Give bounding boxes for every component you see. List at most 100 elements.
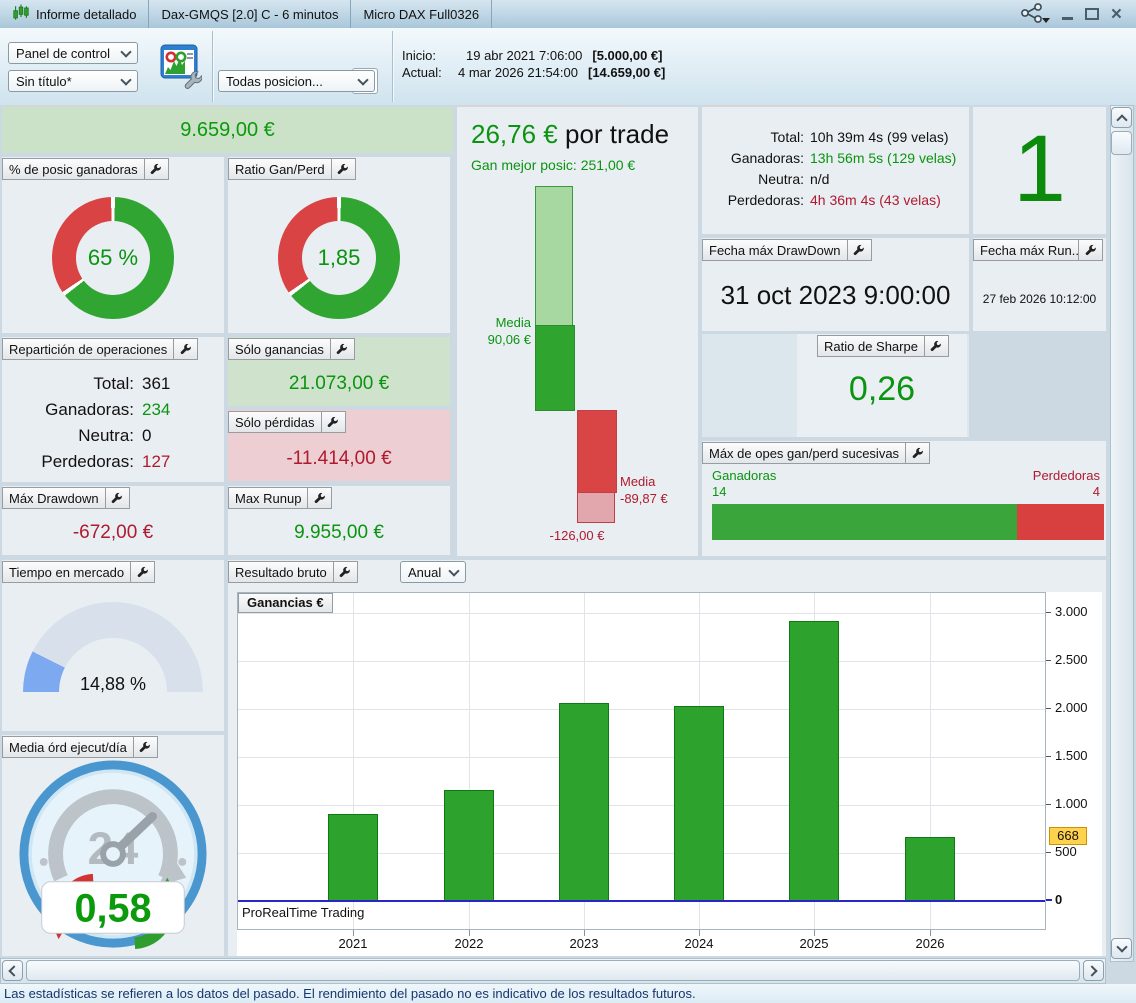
bar-2021 [328,814,378,901]
net-result-panel: 9.659,00 € [2,107,453,153]
toolbar: Panel de control Sin título* Dax-GMQS [2… [0,28,1136,105]
wrench-icon [139,741,151,753]
scroll-down-button[interactable] [1111,938,1132,959]
time-in-market-settings-button[interactable] [131,561,155,583]
wrench-icon [137,566,149,578]
horizontal-scroll-thumb[interactable] [26,960,1080,981]
wrench-icon [314,492,326,504]
max-runup-date-header[interactable]: Fecha máx Run... [973,239,1079,261]
max-drawdown-date-header[interactable]: Fecha máx DrawDown [702,239,848,261]
avg-gain-label: Media90,06 € [459,314,531,348]
tab-label: Dax-GMQS [2.0] C - 6 minutos [161,7,338,22]
gross-result-header[interactable]: Resultado bruto [228,561,334,583]
sharpe-settings-button[interactable] [925,335,949,357]
max-drawdown-settings-button[interactable] [106,487,130,509]
avg-orders-header[interactable]: Media órd ejecut/día [2,736,134,758]
avg-orders-settings-button[interactable] [134,736,158,758]
ratio-settings-button[interactable] [332,158,356,180]
time-in-market-panel: 14,88 % [2,560,224,731]
share-button[interactable] [1020,3,1050,25]
gross-result-settings-button[interactable] [334,561,358,583]
y-axis-label: 500 [1055,844,1077,860]
consecutive-ops-settings-button[interactable] [906,442,930,464]
tab-instrument[interactable]: Micro DAX Full0326 [351,0,492,28]
close-button[interactable]: × [1111,5,1122,24]
trade-distribution-settings-button[interactable] [174,338,198,360]
actual-row: Actual: 4 mar 2026 21:54:00 [14.659,00 €… [402,65,665,80]
scroll-right-button[interactable] [1083,960,1104,981]
candlestick-icon [12,4,30,24]
time-in-market-header[interactable]: Tiempo en mercado [2,561,131,583]
worst-trade-label: -126,00 € [527,528,627,543]
vertical-scrollbar[interactable] [1110,105,1134,962]
chart-y-axis: 05001.0001.5002.0002.5003.000668 [1046,592,1102,956]
wrench-icon [180,343,192,355]
gains-only-settings-button[interactable] [331,338,355,360]
y-axis-label: 3.000 [1055,604,1088,620]
share-caret-icon [1042,18,1050,23]
gains-only-value: 21.073,00 € [228,373,450,395]
maximize-button[interactable] [1085,8,1099,20]
max-runup-date-settings-button[interactable] [1079,239,1103,261]
close-icon: × [1111,5,1122,24]
chevron-down-icon [1116,941,1127,952]
panel-control-value: Panel de control [16,46,110,61]
best-trade-label: Gan mejor posic: 251,00 € [471,157,635,173]
max-runup-date-value: 27 feb 2026 10:12:00 [973,292,1106,306]
tab-strategy[interactable]: Dax-GMQS [2.0] C - 6 minutos [149,0,351,28]
chevron-up-icon [1116,114,1127,125]
current-value-marker: 668 [1049,827,1087,845]
sharpe-header[interactable]: Ratio de Sharpe [817,335,925,357]
template-value: Sin título* [16,74,72,89]
panel-control-select[interactable]: Panel de control [8,42,138,64]
y-axis-label: 0 [1055,892,1062,908]
max-drawdown-date-settings-button[interactable] [848,239,872,261]
chevron-down-icon [357,74,368,85]
positions-select[interactable]: Todas posicion... [218,70,375,92]
chevron-left-icon [8,965,19,976]
vertical-scroll-thumb[interactable] [1111,131,1132,155]
max-drawdown-header[interactable]: Máx Drawdown [2,487,106,509]
chevron-down-icon [120,46,131,57]
time-stats-panel: Total:10h 39m 4s (99 velas)Ganadoras:13h… [702,107,969,234]
status-text: Las estadísticas se refieren a los datos… [0,986,696,1001]
bar-2022 [444,790,494,901]
losses-only-settings-button[interactable] [322,411,346,433]
positions-value: Todas posicion... [226,74,323,89]
trade-distribution-header[interactable]: Repartición de operaciones [2,338,174,360]
wrench-icon [339,566,351,578]
max-runup-value: 9.955,00 € [228,522,450,544]
ratio-panel: 1,85 [228,157,450,333]
scroll-up-button[interactable] [1111,107,1132,128]
wrench-icon [337,163,349,175]
scroll-left-button[interactable] [2,960,23,981]
template-select[interactable]: Sin título* [8,70,138,92]
stat-row: Neutra:0 [12,423,212,449]
x-axis-label: 2025 [774,936,854,951]
losses-only-header[interactable]: Sólo pérdidas [228,411,322,433]
chart-watermark: ProRealTime Trading [242,905,364,920]
period-value: Anual [408,565,441,580]
counter-value: 1 [973,107,1106,232]
tab-informe-detallado[interactable]: Informe detallado [0,0,149,28]
ratio-header[interactable]: Ratio Gan/Perd [228,158,332,180]
max-drawdown-date-value: 31 oct 2023 9:00:00 [702,280,969,311]
consecutive-ops-bar [712,504,1104,540]
pct-winners-settings-button[interactable] [145,158,169,180]
consecutive-win-label: Ganadoras [712,468,776,483]
max-runup-settings-button[interactable] [308,487,332,509]
period-select[interactable]: Anual [400,561,466,583]
x-axis-label: 2024 [659,936,739,951]
max-runup-header[interactable]: Max Runup [228,487,308,509]
consecutive-ops-header[interactable]: Máx de opes gan/perd sucesivas [702,442,906,464]
pct-winners-value: 65 % [88,245,138,271]
pct-winners-header[interactable]: % de posic ganadoras [2,158,145,180]
gains-only-header[interactable]: Sólo ganancias [228,338,331,360]
ratio-value: 1,85 [318,245,361,271]
wrench-icon [912,447,924,459]
report-settings-button[interactable] [160,44,202,95]
wrench-icon [150,163,162,175]
per-trade-value: 26,76 € [471,119,558,149]
net-result-value: 9.659,00 € [2,107,453,153]
minimize-button[interactable] [1062,9,1073,20]
